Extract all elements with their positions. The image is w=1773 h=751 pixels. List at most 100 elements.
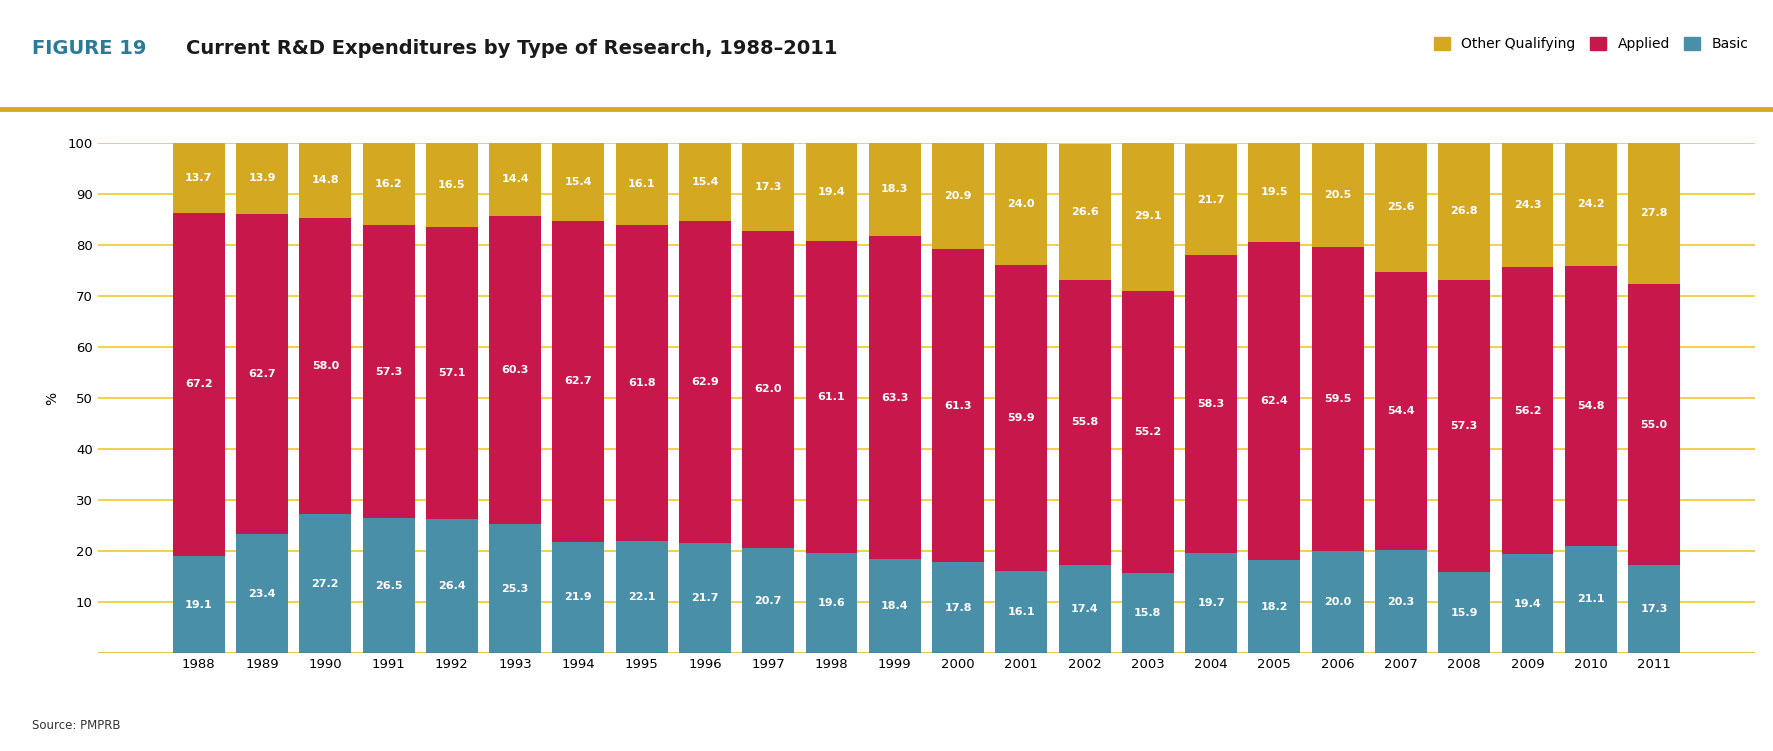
Bar [236, 534, 287, 653]
Text: 17.3: 17.3 [1640, 605, 1668, 614]
Bar [1376, 550, 1427, 653]
Bar [933, 562, 984, 653]
Text: 54.8: 54.8 [1576, 401, 1605, 411]
Bar [1438, 572, 1489, 653]
Bar [869, 559, 920, 653]
Bar [743, 547, 794, 653]
Bar [553, 222, 605, 541]
Bar [805, 142, 858, 241]
Bar [1248, 560, 1300, 653]
Bar [426, 518, 477, 653]
Bar [1248, 142, 1300, 242]
Text: 14.8: 14.8 [312, 176, 339, 185]
Text: 59.9: 59.9 [1007, 413, 1035, 424]
Text: 54.4: 54.4 [1386, 406, 1415, 416]
Text: 57.1: 57.1 [438, 368, 466, 378]
Text: 18.2: 18.2 [1261, 602, 1289, 612]
Text: 27.2: 27.2 [312, 579, 339, 589]
Text: 26.6: 26.6 [1071, 207, 1099, 216]
Bar [869, 143, 920, 236]
Bar [300, 514, 351, 653]
Text: 14.4: 14.4 [502, 174, 528, 185]
Text: 55.0: 55.0 [1640, 420, 1668, 430]
Text: Source: PMPRB: Source: PMPRB [32, 719, 121, 732]
Text: FIGURE 19: FIGURE 19 [32, 39, 147, 59]
Bar [615, 541, 668, 653]
Bar [1058, 143, 1110, 279]
Text: 62.7: 62.7 [564, 376, 592, 387]
Bar [489, 143, 541, 216]
Text: 26.8: 26.8 [1450, 206, 1479, 216]
Text: 27.8: 27.8 [1640, 208, 1668, 218]
Bar [236, 214, 287, 534]
Bar [1628, 284, 1681, 565]
Text: 19.4: 19.4 [817, 187, 846, 197]
Text: 19.6: 19.6 [817, 599, 846, 608]
Bar [1502, 267, 1553, 554]
Bar [1502, 143, 1553, 267]
Bar [236, 143, 287, 214]
Text: 67.2: 67.2 [184, 379, 213, 389]
Text: 21.1: 21.1 [1576, 595, 1605, 605]
Bar [426, 143, 477, 227]
Bar [426, 227, 477, 518]
Bar [805, 553, 858, 653]
Text: 26.5: 26.5 [374, 581, 402, 591]
Text: 20.9: 20.9 [945, 191, 972, 201]
Text: 61.1: 61.1 [817, 392, 846, 403]
Bar [1312, 551, 1363, 653]
Text: 19.1: 19.1 [184, 599, 213, 610]
Text: 18.3: 18.3 [881, 185, 908, 195]
Bar [174, 213, 225, 556]
Text: 25.6: 25.6 [1386, 201, 1415, 212]
Text: 62.9: 62.9 [691, 377, 718, 387]
Text: 17.4: 17.4 [1071, 604, 1099, 614]
Text: 24.3: 24.3 [1514, 201, 1541, 210]
Text: 57.3: 57.3 [1450, 421, 1479, 431]
Text: 18.4: 18.4 [881, 602, 908, 611]
Text: 58.0: 58.0 [312, 361, 339, 371]
Bar [1566, 546, 1617, 653]
Bar [1566, 142, 1617, 266]
Text: 20.3: 20.3 [1386, 596, 1415, 607]
Text: 57.3: 57.3 [374, 366, 402, 377]
Text: 60.3: 60.3 [502, 365, 528, 376]
Text: 21.7: 21.7 [691, 593, 718, 603]
Bar [1628, 142, 1681, 284]
Bar [679, 542, 730, 653]
Bar [300, 219, 351, 514]
Bar [1122, 573, 1174, 653]
Bar [1184, 255, 1238, 553]
Text: 16.2: 16.2 [374, 179, 402, 189]
Text: 24.2: 24.2 [1576, 199, 1605, 209]
Bar [174, 556, 225, 653]
Bar [679, 222, 730, 542]
Bar [1502, 554, 1553, 653]
Text: 59.5: 59.5 [1324, 394, 1351, 404]
Text: 15.4: 15.4 [691, 177, 718, 187]
Bar [1566, 266, 1617, 546]
Bar [489, 524, 541, 653]
Bar [1058, 279, 1110, 565]
Text: 19.5: 19.5 [1261, 187, 1289, 197]
Bar [1122, 291, 1174, 573]
Bar [869, 236, 920, 559]
Text: 55.2: 55.2 [1135, 427, 1161, 437]
Text: 19.7: 19.7 [1197, 598, 1225, 608]
Text: 61.3: 61.3 [945, 401, 972, 411]
Text: 20.7: 20.7 [755, 596, 782, 605]
Text: 22.1: 22.1 [628, 592, 656, 602]
Bar [300, 143, 351, 219]
Text: 56.2: 56.2 [1514, 406, 1541, 416]
Text: 55.8: 55.8 [1071, 417, 1097, 427]
Bar [1438, 279, 1489, 572]
Text: 13.9: 13.9 [248, 173, 277, 183]
Bar [995, 143, 1048, 265]
Bar [805, 241, 858, 553]
Bar [679, 143, 730, 222]
Bar [995, 572, 1048, 653]
Text: 58.3: 58.3 [1197, 399, 1225, 409]
Text: 16.1: 16.1 [628, 179, 656, 189]
Text: 19.4: 19.4 [1514, 599, 1541, 609]
Bar [489, 216, 541, 524]
